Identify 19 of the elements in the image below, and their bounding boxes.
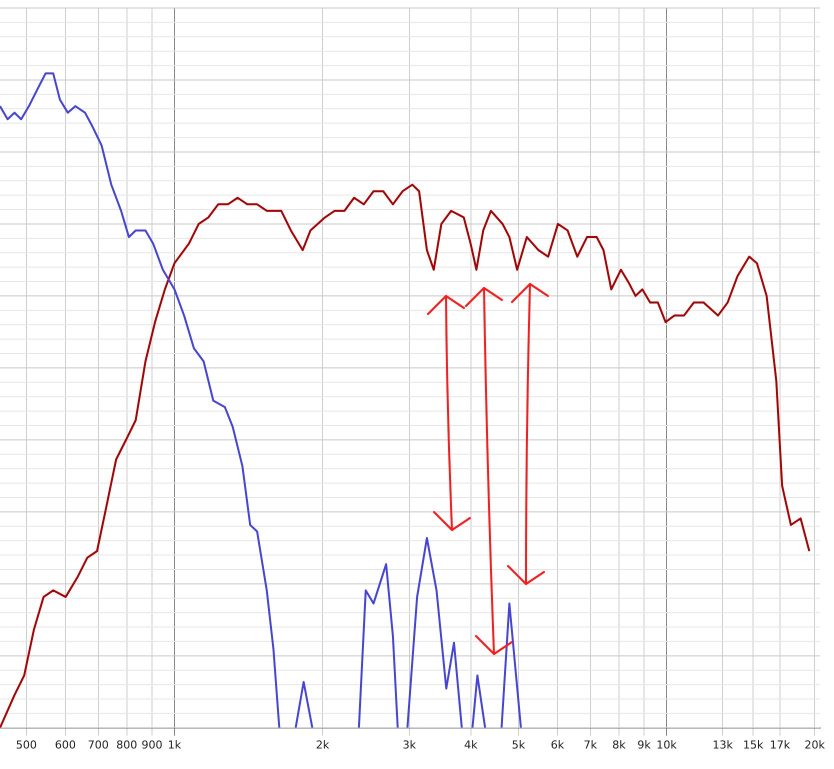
- x-tick-label: 600: [54, 738, 76, 752]
- x-tick-label: 5k: [512, 738, 526, 752]
- x-tick-label: 800: [116, 738, 138, 752]
- x-tick-label: 1k: [168, 738, 182, 752]
- x-tick-label: 10k: [656, 738, 678, 752]
- x-tick-label: 20k: [804, 738, 826, 752]
- x-tick-label: 17k: [770, 738, 791, 752]
- x-tick-label: 7k: [584, 738, 598, 752]
- x-tick-label: 3k: [402, 738, 417, 752]
- x-tick-label: 13k: [712, 738, 734, 752]
- x-tick-label: 4k: [464, 738, 478, 752]
- x-tick-label: 700: [88, 738, 109, 752]
- x-tick-label: 8k: [612, 738, 626, 752]
- x-tick-label: 15k: [743, 738, 764, 752]
- x-tick-label: 500: [16, 738, 37, 752]
- x-tick-label: 900: [141, 738, 162, 752]
- x-tick-label: 9k: [637, 738, 652, 752]
- x-tick-label: 2k: [316, 738, 330, 752]
- x-tick-label: 6k: [550, 738, 565, 752]
